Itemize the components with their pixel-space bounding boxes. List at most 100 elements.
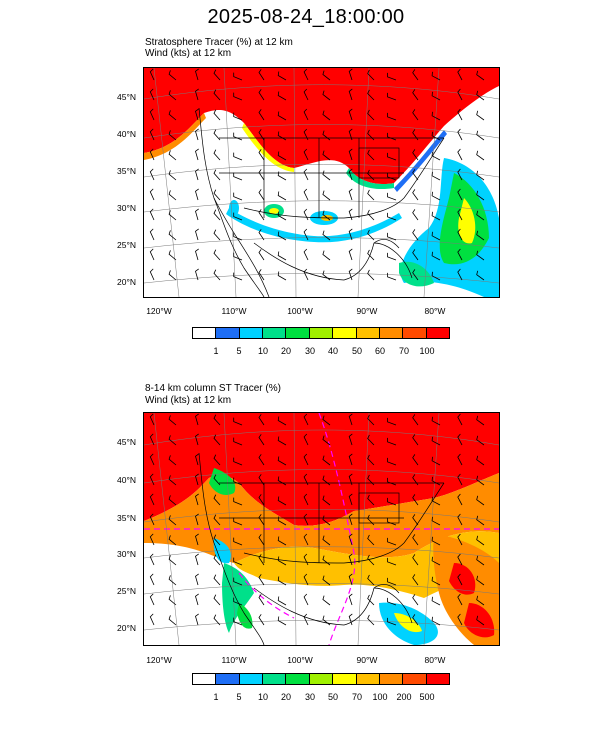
wind-barb bbox=[149, 513, 155, 526]
wind-barb bbox=[367, 109, 375, 121]
wind-barb bbox=[258, 229, 265, 241]
colorbar-swatch bbox=[216, 328, 240, 338]
wind-barb bbox=[303, 513, 309, 526]
wind-barb bbox=[322, 110, 331, 121]
wind-barb bbox=[322, 150, 331, 161]
top-lat-label: 40°N bbox=[117, 129, 136, 139]
wind-barb bbox=[348, 108, 353, 121]
wind-barb bbox=[348, 148, 353, 161]
wind-barb bbox=[195, 413, 199, 426]
top-colorbar-label: 60 bbox=[374, 346, 385, 356]
wind-barb bbox=[213, 189, 221, 201]
wind-barb bbox=[149, 128, 155, 141]
wind-barb bbox=[412, 614, 419, 626]
wind-barb bbox=[213, 249, 221, 261]
wind-barb bbox=[168, 615, 177, 626]
wind-barb bbox=[387, 92, 397, 101]
top-colorbar-label: 10 bbox=[257, 346, 268, 356]
wind-barb bbox=[348, 573, 353, 586]
wind-barb bbox=[367, 169, 375, 181]
wind-barb bbox=[412, 129, 419, 141]
wind-barb bbox=[322, 90, 331, 101]
wind-barb bbox=[457, 108, 463, 121]
wind-barb bbox=[367, 249, 375, 261]
wind-barb bbox=[149, 473, 155, 486]
wind-barb bbox=[195, 573, 199, 586]
wind-barb bbox=[322, 555, 331, 566]
wind-barb bbox=[258, 189, 265, 201]
wind-barb bbox=[195, 88, 199, 101]
wind-barb bbox=[431, 191, 441, 201]
wind-barb bbox=[303, 268, 309, 281]
wind-barb bbox=[277, 536, 287, 546]
wind-barb bbox=[431, 496, 441, 506]
wind-barb bbox=[303, 433, 309, 446]
colorbar-swatch bbox=[239, 674, 264, 684]
bottom-colorbar-label: 100 bbox=[372, 692, 388, 702]
wind-barb bbox=[322, 575, 331, 586]
bottom-map[interactable] bbox=[143, 412, 500, 646]
bottom-lon-label: 100°W bbox=[287, 655, 313, 665]
wind-barb bbox=[277, 271, 287, 281]
top-colorbar bbox=[192, 327, 450, 339]
wind-barb bbox=[213, 514, 221, 526]
top-lat-label: 45°N bbox=[117, 92, 136, 102]
wind-barb bbox=[322, 615, 331, 626]
wind-barb bbox=[412, 269, 419, 281]
wind-barb bbox=[387, 272, 397, 281]
wind-barb bbox=[233, 537, 243, 546]
wind-barb bbox=[149, 593, 155, 606]
wind-barb bbox=[277, 516, 287, 526]
wind-barb bbox=[431, 476, 441, 486]
wind-barb bbox=[322, 435, 331, 446]
wind-barb bbox=[387, 597, 397, 606]
wind-barb bbox=[277, 416, 287, 426]
wind-barb bbox=[258, 249, 265, 261]
wind-barb bbox=[412, 89, 419, 101]
wind-barb bbox=[387, 252, 397, 261]
wind-barb bbox=[367, 149, 375, 161]
wind-barb bbox=[213, 574, 221, 586]
wind-barb bbox=[233, 92, 243, 101]
top-tracer-red-region bbox=[144, 68, 499, 185]
colorbar-swatch bbox=[286, 328, 310, 338]
wind-barb bbox=[149, 433, 155, 446]
wind-barb bbox=[258, 129, 265, 141]
wind-barb bbox=[277, 91, 287, 101]
wind-barb bbox=[168, 110, 177, 121]
wind-barb bbox=[258, 434, 265, 446]
wind-barb bbox=[195, 108, 199, 121]
wind-barb bbox=[348, 473, 353, 486]
wind-barb bbox=[303, 473, 309, 486]
bottom-colorbar-label: 5 bbox=[236, 692, 242, 702]
wind-barb bbox=[258, 614, 265, 626]
top-lat-label: 25°N bbox=[117, 240, 136, 250]
wind-barb bbox=[233, 212, 243, 221]
wind-barb bbox=[412, 189, 419, 201]
top-map[interactable] bbox=[143, 67, 500, 298]
wind-barb bbox=[457, 248, 463, 261]
bottom-lon-label: 80°W bbox=[424, 655, 446, 665]
wind-barb bbox=[303, 248, 309, 261]
top-lat-label: 20°N bbox=[117, 277, 136, 287]
wind-barb bbox=[168, 475, 177, 486]
wind-barb bbox=[476, 535, 485, 546]
wind-barb bbox=[213, 209, 221, 221]
wind-barb bbox=[213, 149, 221, 161]
wind-barb bbox=[233, 252, 243, 261]
wind-barb bbox=[387, 497, 397, 506]
bottom-lat-label: 45°N bbox=[117, 437, 136, 447]
bottom-variable-label: 8-14 km column ST Tracer (%) bbox=[145, 383, 281, 394]
wind-barb bbox=[431, 556, 441, 566]
colorbar-swatch bbox=[426, 328, 449, 338]
wind-barb bbox=[322, 190, 331, 201]
wind-barb bbox=[168, 90, 177, 101]
wind-barb bbox=[258, 514, 265, 526]
wind-barb bbox=[258, 209, 265, 221]
wind-barb bbox=[213, 614, 221, 626]
wind-barb bbox=[348, 433, 353, 446]
top-colorbar-label: 1 bbox=[213, 346, 219, 356]
wind-barb bbox=[277, 436, 287, 446]
wind-barb bbox=[431, 71, 441, 81]
wind-barb bbox=[168, 595, 177, 606]
